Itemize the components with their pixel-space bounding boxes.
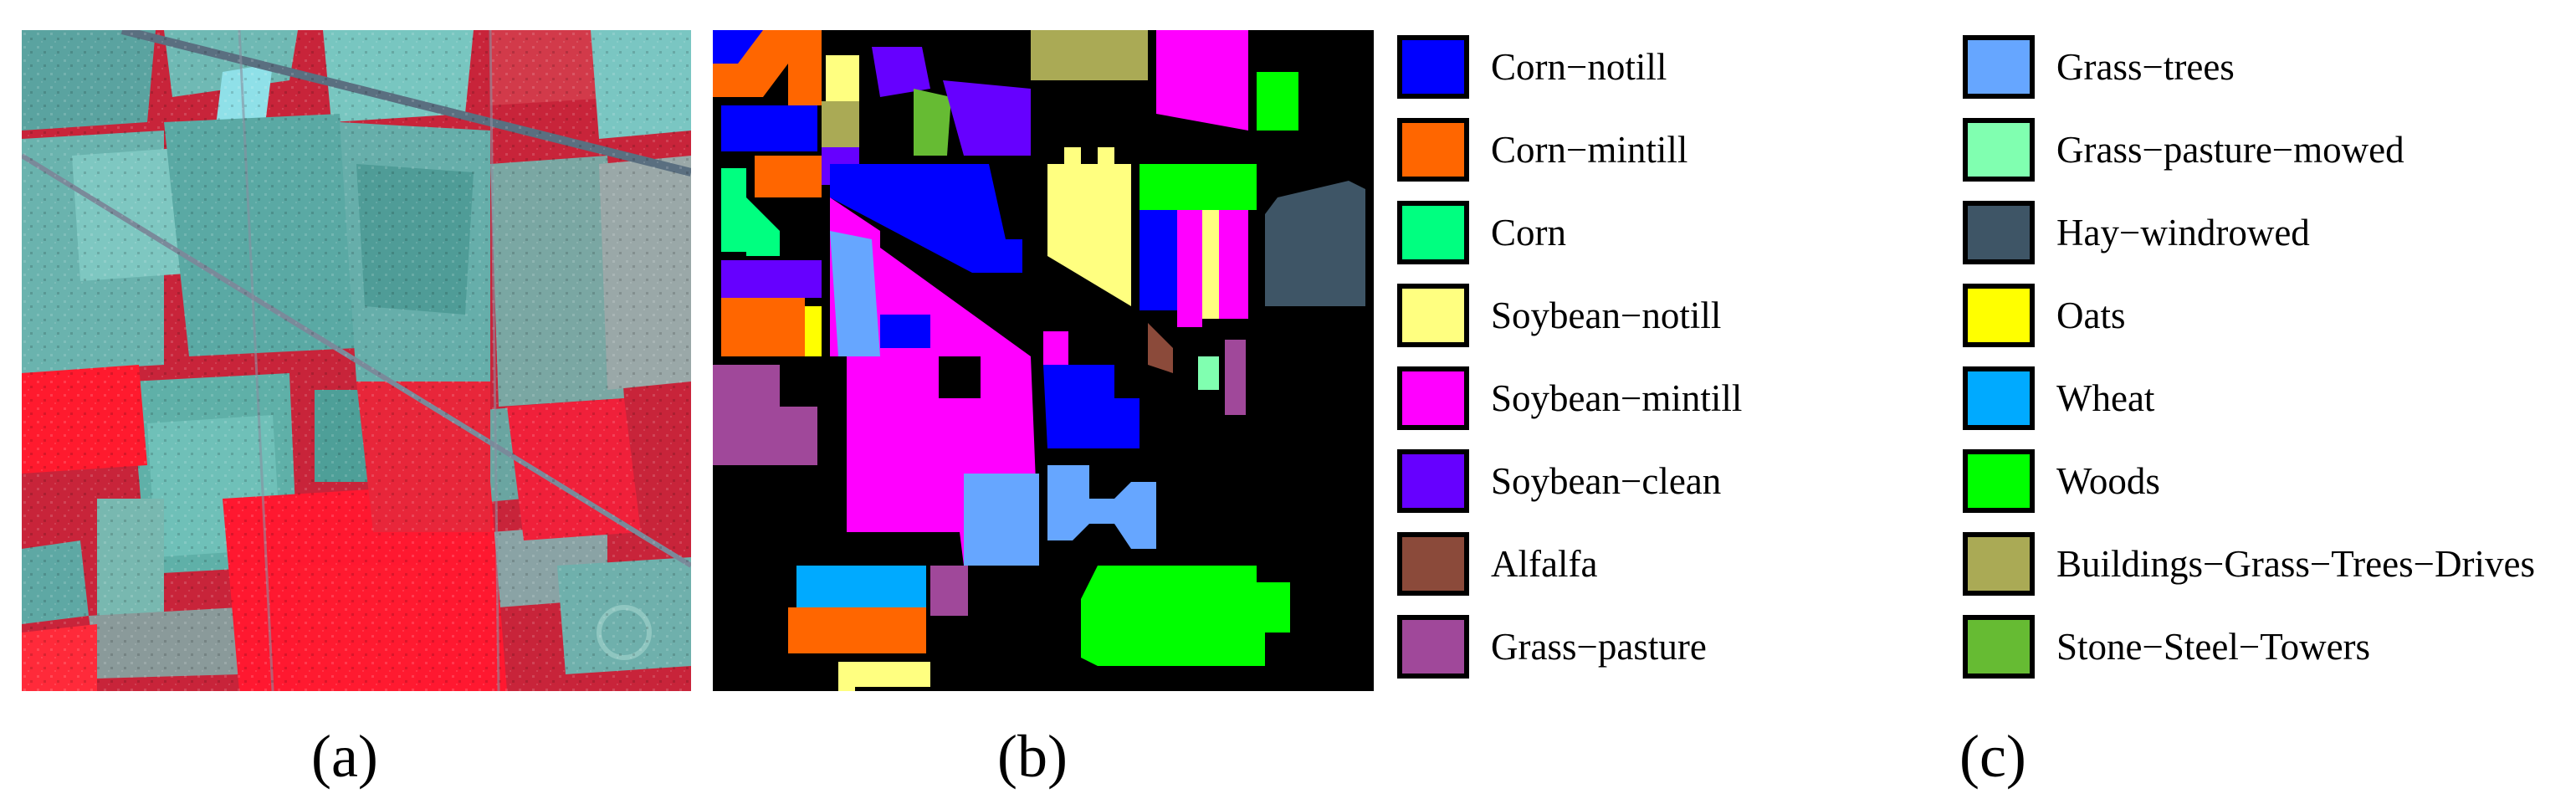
legend-swatch: [1963, 284, 2035, 347]
region-soybean-mintill-1: [1156, 30, 1248, 131]
region-grass-pasture-3: [930, 566, 968, 616]
region-corn-notill-5: [1139, 210, 1177, 310]
legend-label: Soybean−mintill: [1491, 377, 1743, 419]
region-corn-mintill-5: [788, 607, 926, 653]
legend-label: Alfalfa: [1491, 543, 1598, 585]
region-corn-1: [721, 168, 780, 256]
legend-label: Soybean−notill: [1491, 295, 1722, 336]
legend-swatch: [1397, 118, 1469, 182]
legend-swatch: [1397, 201, 1469, 264]
region-woods-3: [1081, 566, 1290, 666]
caption-b: (b): [997, 723, 1068, 790]
legend-swatch: [1963, 615, 2035, 679]
region-wheat-1: [796, 566, 926, 607]
ground-truth-map-svg: [713, 30, 1374, 695]
region-soybean-mintill-5: [1177, 210, 1202, 327]
region-corn-notill-6: [1043, 365, 1139, 448]
false-color-image: [20, 26, 693, 692]
legend-swatch: [1397, 35, 1469, 99]
region-grass-trees-3: [1047, 465, 1156, 549]
region-soybean-clean-2: [872, 47, 930, 97]
legend-label: Wheat: [2056, 377, 2155, 419]
legend-swatch: [1397, 615, 1469, 679]
legend-swatch: [1963, 366, 2035, 430]
region-soybean-notill-3: [1202, 210, 1219, 319]
region-corn-mintill-4: [721, 298, 805, 356]
region-buildings-1: [822, 101, 859, 151]
region-corn-mintill-2: [788, 30, 822, 105]
region-hay-windrowed-1: [1265, 181, 1365, 306]
region-corn-mintill-3: [755, 156, 822, 197]
legend-swatch: [1963, 201, 2035, 264]
region-grass-trees-1: [830, 231, 880, 356]
legend-label: Hay−windrowed: [2056, 212, 2310, 254]
caption-a: (a): [311, 723, 378, 790]
legend-label: Woods: [2056, 460, 2160, 502]
region-woods-1: [1257, 72, 1298, 131]
legend-swatch: [1397, 449, 1469, 513]
legend-label: Grass−pasture−mowed: [2056, 129, 2404, 171]
region-grass-pasture-2: [1225, 340, 1246, 415]
region-soybean-mintill-4: [847, 356, 964, 532]
region-corn-notill-4: [880, 315, 930, 348]
legend-label: Grass−pasture: [1491, 626, 1707, 668]
legend-label: Grass−trees: [2056, 46, 2235, 88]
region-buildings-2: [1031, 30, 1148, 80]
region-soybean-notill-1: [826, 55, 859, 105]
region-grass-trees-2: [964, 474, 1039, 566]
legend-swatch: [1963, 532, 2035, 596]
region-soybean-mintill-6: [1219, 210, 1248, 319]
region-corn-notill-2: [721, 105, 817, 151]
region-oats-1: [805, 306, 822, 356]
legend-swatch: [1397, 532, 1469, 596]
legend-swatch: [1963, 449, 2035, 513]
false-color-image-svg: [20, 26, 693, 692]
legend-label: Corn: [1491, 212, 1566, 254]
region-corn-notill-1: [713, 30, 763, 64]
region-alfalfa-1: [1148, 323, 1173, 373]
legend-label: Corn−mintill: [1491, 129, 1688, 171]
legend-swatch: [1963, 35, 2035, 99]
region-soybean-notill-2: [1047, 147, 1131, 306]
legend-swatch: [1397, 366, 1469, 430]
region-soybean-clean-4: [721, 260, 822, 298]
region-grass-pasture-mowed-1: [1198, 356, 1219, 390]
region-stone-steel-1: [914, 89, 951, 156]
region-corn-notill-3: [830, 164, 1022, 273]
region-soybean-notill-4: [838, 662, 930, 695]
region-woods-2: [1139, 164, 1257, 210]
legend-label: Stone−Steel−Towers: [2056, 626, 2371, 668]
caption-c: (c): [1959, 723, 2026, 790]
legend-label: Oats: [2056, 295, 2126, 336]
legend-label: Soybean−clean: [1491, 460, 1722, 502]
legend-label: Buildings−Grass−Trees−Drives: [2056, 543, 2535, 585]
legend-label: Corn−notill: [1491, 46, 1667, 88]
legend-swatch: [1963, 118, 2035, 182]
region-soybean-mintill-7: [1043, 331, 1068, 365]
ground-truth-map: [713, 30, 1374, 695]
legend-swatch: [1397, 284, 1469, 347]
region-soybean-clean-3: [943, 80, 1031, 156]
